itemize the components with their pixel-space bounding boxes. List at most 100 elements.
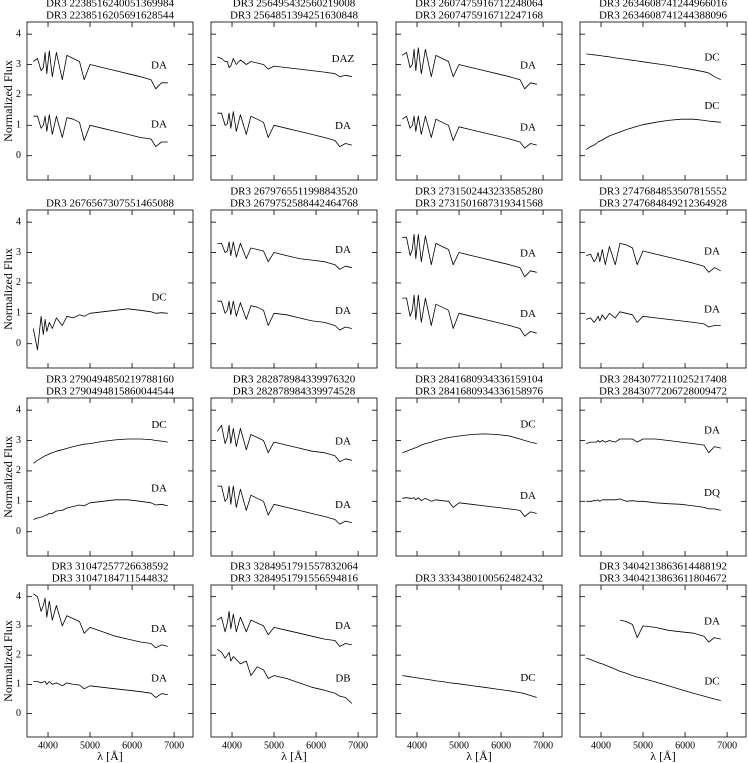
panel-title: DR3 3404213863611804672 xyxy=(599,573,727,585)
axes-frame xyxy=(26,584,194,738)
y-tick-label: 1 xyxy=(16,679,21,690)
panel-title: DR3 2679765511998843520 xyxy=(230,186,358,198)
panel: DR3 2676567307551465088 0 1 2 3 4 Normalized F… xyxy=(1,198,194,369)
axes-frame xyxy=(579,397,747,557)
spectrum xyxy=(33,114,168,147)
panel-title: DR3 2564851394251630848 xyxy=(230,10,359,22)
panel-title: DR3 2731502443233585280 xyxy=(415,186,544,198)
axes-frame xyxy=(26,209,194,369)
panel-title: DR3 2843077211025217408 xyxy=(599,374,727,386)
panel-title: DR3 2238516205691628544 xyxy=(46,10,175,22)
axes-frame xyxy=(395,21,563,181)
x-tick-label: 6000 xyxy=(491,740,511,751)
y-tick-label: 1 xyxy=(16,308,21,319)
spectrum xyxy=(32,308,168,351)
spectrum xyxy=(217,610,352,647)
spectral-type-label: DA xyxy=(151,59,167,71)
x-tick-label: 7000 xyxy=(164,740,184,751)
panel-title: DR3 2747684853507815552 xyxy=(599,186,727,198)
spectrum xyxy=(33,438,168,464)
spectrum xyxy=(217,300,352,331)
panel-title: DR3 2676567307551465088 xyxy=(46,198,175,210)
axes-frame xyxy=(579,584,747,738)
spectral-type-label: DA xyxy=(335,435,351,447)
panel-title: DR3 2634608741244388096 xyxy=(599,10,728,22)
y-axis-label: Normalized Flux xyxy=(1,60,15,142)
spectrum xyxy=(402,497,537,517)
spectral-type-label: DA xyxy=(520,308,536,320)
panel-title: DR3 256495432560219008 xyxy=(233,0,356,10)
spectral-type-label: DA xyxy=(704,616,720,628)
spectrum xyxy=(33,593,168,649)
y-tick-label: 2 xyxy=(16,277,21,288)
x-tick-label: 6000 xyxy=(675,740,695,751)
spectrum xyxy=(217,485,352,525)
spectral-type-label: DA xyxy=(151,623,167,635)
spectral-type-label: DA xyxy=(520,122,536,134)
x-tick-label: 4000 xyxy=(222,740,242,751)
y-tick-label: 4 xyxy=(16,591,21,602)
spectral-type-label: DA xyxy=(151,119,167,131)
spectrum xyxy=(216,424,352,463)
axes-frame xyxy=(395,397,563,557)
y-tick-label: 3 xyxy=(16,59,21,70)
spectral-type-label: DA xyxy=(335,244,351,256)
panel-title: DR3 31047184711544832 xyxy=(52,573,169,585)
x-tick-label: 5000 xyxy=(449,740,469,751)
spectral-type-label: DA xyxy=(335,120,351,132)
x-tick-label: 5000 xyxy=(264,740,284,751)
axes-frame xyxy=(210,21,378,181)
spectrum xyxy=(586,438,721,454)
y-tick-label: 2 xyxy=(16,465,21,476)
spectrum xyxy=(217,241,352,270)
spectral-type-label: DA xyxy=(335,620,351,632)
spectral-type-label: DA xyxy=(704,425,720,437)
panel-title: DR3 2747684849212364928 xyxy=(599,198,728,210)
spectral-type-label: DC xyxy=(704,51,719,63)
x-axis-label: λ [Å] xyxy=(466,749,491,763)
x-tick-label: 6000 xyxy=(122,740,142,751)
y-tick-label: 2 xyxy=(16,89,21,100)
panel-title: DR3 3334380100562482432 xyxy=(415,573,543,585)
x-axis-label: λ [Å] xyxy=(97,749,122,763)
y-tick-label: 0 xyxy=(16,708,21,719)
spectrum xyxy=(402,675,537,698)
panel-title: DR3 282878984339976320 xyxy=(233,374,356,386)
panel-title: DR3 31047257726638592 xyxy=(51,561,168,573)
spectral-type-label: DC xyxy=(704,676,719,688)
spectral-type-label: DA xyxy=(704,246,720,258)
axes-frame xyxy=(579,21,747,181)
panel-title: DR3 2607475916712247168 xyxy=(415,10,544,22)
spectral-type-label: DC xyxy=(704,100,719,112)
y-tick-label: 2 xyxy=(16,649,21,660)
y-tick-label: 3 xyxy=(16,247,21,258)
axes-frame xyxy=(395,584,563,738)
spectrum xyxy=(586,118,721,150)
spectrum xyxy=(402,115,537,149)
x-tick-label: 4000 xyxy=(38,740,58,751)
spectral-type-label: DA xyxy=(520,247,536,259)
spectrum xyxy=(586,311,721,328)
spectrum xyxy=(33,681,168,698)
y-axis-label: Normalized Flux xyxy=(1,436,15,518)
y-tick-label: 3 xyxy=(16,435,21,446)
spectrum xyxy=(586,53,721,81)
y-axis-label: Normalized Flux xyxy=(1,620,15,702)
spectral-type-label: DQ xyxy=(704,487,720,499)
panel-title: DR3 2843077206728009472 xyxy=(599,386,727,398)
spectral-type-label: DA xyxy=(520,59,536,71)
spectral-type-label: DA xyxy=(151,673,167,685)
y-tick-label: 0 xyxy=(16,338,21,349)
x-tick-label: 6000 xyxy=(306,740,326,751)
spectral-type-label: DA xyxy=(335,305,351,317)
panel-title: DR3 2607475916712248064 xyxy=(415,0,544,10)
spectral-type-label: DC xyxy=(520,419,535,431)
x-tick-label: 5000 xyxy=(80,740,100,751)
spectral-type-label: DAZ xyxy=(332,53,355,65)
